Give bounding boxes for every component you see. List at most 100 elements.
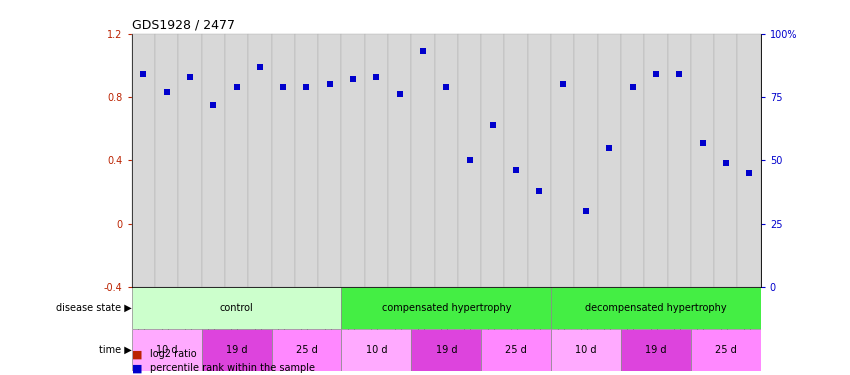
- Bar: [508, 219, 524, 224]
- Bar: [741, 224, 757, 225]
- Text: 25 d: 25 d: [296, 345, 317, 355]
- Bar: [229, 132, 244, 224]
- Text: GSM85125: GSM85125: [418, 290, 428, 331]
- FancyBboxPatch shape: [201, 329, 271, 371]
- Bar: [159, 136, 174, 224]
- Point: [370, 74, 383, 80]
- Text: GSM85134: GSM85134: [489, 290, 497, 331]
- Text: GSM85067: GSM85067: [371, 290, 381, 331]
- Text: GSM85124: GSM85124: [255, 290, 264, 331]
- Bar: [695, 203, 710, 223]
- Text: 19 d: 19 d: [645, 345, 666, 355]
- Text: ■: ■: [132, 350, 145, 359]
- Point: [486, 122, 500, 128]
- FancyBboxPatch shape: [342, 34, 365, 287]
- Bar: [416, 84, 430, 224]
- Point: [579, 208, 592, 214]
- Text: GSM85139: GSM85139: [745, 290, 754, 331]
- Text: GSM85132: GSM85132: [302, 290, 311, 331]
- Point: [300, 84, 314, 90]
- Text: GSM85126: GSM85126: [442, 290, 450, 331]
- Text: 10 d: 10 d: [575, 345, 597, 355]
- Text: time ▶: time ▶: [99, 345, 132, 355]
- FancyBboxPatch shape: [132, 34, 155, 287]
- Text: GSM85068: GSM85068: [395, 290, 404, 331]
- FancyBboxPatch shape: [644, 34, 667, 287]
- Point: [509, 167, 523, 173]
- Text: GDS1928 / 2477: GDS1928 / 2477: [132, 18, 235, 31]
- FancyBboxPatch shape: [551, 287, 761, 329]
- FancyBboxPatch shape: [342, 329, 411, 371]
- Bar: [485, 168, 501, 224]
- Text: control: control: [219, 303, 253, 313]
- Text: percentile rank within the sample: percentile rank within the sample: [150, 363, 315, 373]
- FancyBboxPatch shape: [271, 34, 295, 287]
- Text: GSM85123: GSM85123: [232, 290, 241, 331]
- FancyBboxPatch shape: [667, 34, 691, 287]
- FancyBboxPatch shape: [248, 34, 271, 287]
- FancyBboxPatch shape: [621, 329, 691, 371]
- Bar: [672, 97, 687, 224]
- Point: [346, 76, 360, 82]
- Text: GSM85071: GSM85071: [605, 290, 614, 331]
- Bar: [252, 141, 268, 224]
- FancyBboxPatch shape: [178, 34, 201, 287]
- Point: [416, 48, 430, 54]
- Text: 25 d: 25 d: [715, 345, 737, 355]
- FancyBboxPatch shape: [388, 34, 411, 287]
- FancyBboxPatch shape: [551, 34, 575, 287]
- Text: GSM85136: GSM85136: [535, 290, 544, 331]
- Text: log2 ratio: log2 ratio: [150, 350, 197, 359]
- Point: [719, 160, 733, 166]
- Bar: [718, 220, 734, 224]
- Text: GSM85128: GSM85128: [628, 290, 638, 330]
- FancyBboxPatch shape: [598, 34, 621, 287]
- Bar: [206, 165, 221, 224]
- FancyBboxPatch shape: [201, 34, 225, 287]
- Text: 19 d: 19 d: [435, 345, 457, 355]
- Text: GSM85138: GSM85138: [722, 290, 730, 331]
- FancyBboxPatch shape: [225, 34, 248, 287]
- Point: [556, 81, 570, 87]
- Bar: [369, 126, 384, 224]
- Text: 10 d: 10 d: [366, 345, 387, 355]
- Point: [603, 145, 616, 151]
- FancyBboxPatch shape: [295, 34, 318, 287]
- Text: 19 d: 19 d: [226, 345, 247, 355]
- FancyBboxPatch shape: [551, 329, 621, 371]
- Text: GSM85070: GSM85070: [581, 290, 591, 331]
- Text: GSM85063: GSM85063: [139, 290, 148, 331]
- Bar: [299, 148, 314, 224]
- Point: [626, 84, 639, 90]
- Text: GSM85127: GSM85127: [465, 290, 474, 331]
- FancyBboxPatch shape: [575, 34, 598, 287]
- Text: disease state ▶: disease state ▶: [56, 303, 132, 313]
- Bar: [345, 132, 360, 224]
- FancyBboxPatch shape: [738, 34, 761, 287]
- Point: [439, 84, 453, 90]
- Point: [323, 81, 337, 87]
- Bar: [625, 113, 640, 224]
- FancyBboxPatch shape: [132, 287, 342, 329]
- Text: GSM85137: GSM85137: [698, 290, 707, 331]
- FancyBboxPatch shape: [691, 34, 714, 287]
- FancyBboxPatch shape: [481, 34, 505, 287]
- Text: 10 d: 10 d: [156, 345, 178, 355]
- Point: [253, 64, 267, 70]
- FancyBboxPatch shape: [714, 34, 738, 287]
- Bar: [322, 149, 337, 224]
- Text: GSM85122: GSM85122: [209, 290, 218, 330]
- Point: [462, 158, 476, 164]
- FancyBboxPatch shape: [271, 329, 342, 371]
- Bar: [392, 156, 407, 224]
- Text: GSM85130: GSM85130: [675, 290, 683, 331]
- FancyBboxPatch shape: [132, 329, 201, 371]
- FancyBboxPatch shape: [342, 287, 551, 329]
- Point: [649, 71, 663, 77]
- FancyBboxPatch shape: [365, 34, 388, 287]
- Point: [230, 84, 243, 90]
- Text: GSM85066: GSM85066: [348, 290, 358, 331]
- Point: [184, 74, 197, 80]
- Point: [276, 84, 290, 90]
- Bar: [136, 108, 151, 224]
